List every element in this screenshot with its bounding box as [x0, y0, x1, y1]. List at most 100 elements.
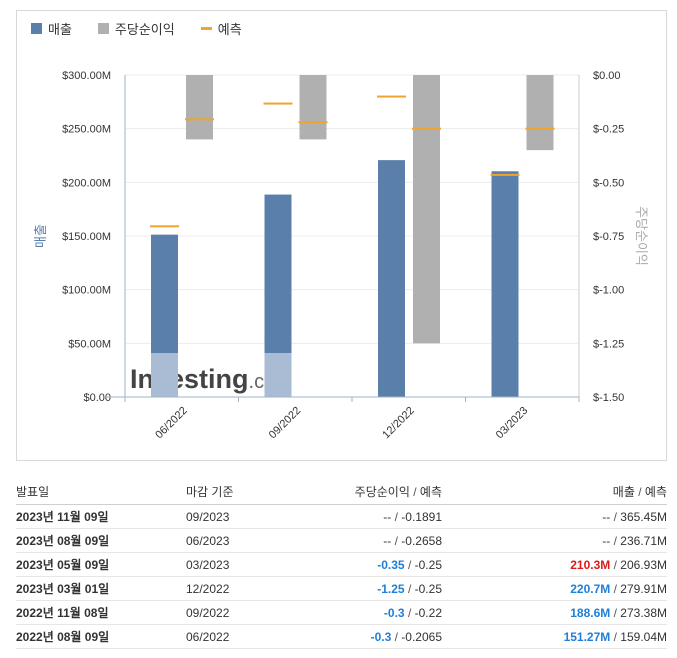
header-eps[interactable]: 주당순이익 / 예측	[306, 478, 442, 505]
left-tick-label: $0.00	[83, 392, 111, 404]
revenue-bar	[378, 160, 405, 397]
header-eps-label: 주당순이익	[354, 484, 410, 499]
revenue-forecast: 159.04M	[620, 629, 667, 644]
revenue-forecast: 236.71M	[620, 533, 667, 548]
revenue-actual: 151.27M	[563, 629, 611, 644]
eps-forecast: -0.2065	[401, 629, 442, 644]
eps-sep: /	[407, 581, 412, 596]
eps-forecast: -0.25	[414, 581, 442, 596]
cell-eps: -0.3 / -0.2065	[306, 624, 442, 649]
revenue-forecast-marker	[377, 95, 406, 98]
revenue-sep: /	[613, 629, 617, 644]
earnings-table: 발표일 마감 기준 주당순이익 / 예측 매출 / 예측 2023년 11월 0…	[16, 478, 667, 649]
header-period[interactable]: 마감 기준	[186, 478, 306, 505]
eps-forecast-marker	[412, 127, 441, 130]
cell-eps: -0.3 / -0.22	[306, 600, 442, 625]
revenue-sep: /	[613, 509, 617, 524]
eps-actual: -0.35	[377, 557, 405, 572]
legend-item-revenue[interactable]: 매출	[31, 19, 72, 38]
left-tick-label: $250.00M	[62, 124, 111, 136]
eps-sep: /	[394, 629, 398, 644]
header-date[interactable]: 발표일	[16, 478, 186, 505]
legend-swatch-eps	[97, 23, 109, 34]
revenue-bar-watermark-overlay	[264, 353, 292, 397]
revenue-forecast: 279.91M	[620, 581, 667, 596]
left-tick-label: $150.00M	[62, 231, 111, 243]
chart-legend: 매출 주당순이익 예측	[31, 19, 242, 38]
x-category-label: 09/2022	[267, 405, 304, 442]
eps-sep: /	[407, 605, 412, 620]
right-tick-label: $-0.25	[593, 124, 624, 136]
revenue-forecast: 365.45M	[620, 509, 667, 524]
cell-date: 2022년 11월 08일	[16, 600, 186, 625]
legend-swatch-forecast	[200, 27, 212, 30]
header-eps-forecast: 예측	[419, 484, 442, 499]
table-row: 2023년 05월 09일 03/2023 -0.35 / -0.25 210.…	[16, 552, 667, 577]
header-revenue-label: 매출	[612, 484, 635, 499]
cell-eps: -- / -0.2658	[306, 528, 442, 553]
left-axis-title: 매출	[33, 224, 48, 248]
cell-revenue: 188.6M / 273.38M	[442, 600, 667, 625]
watermark-brand: Investing	[130, 364, 249, 394]
cell-period: 06/2022	[186, 624, 306, 649]
legend-swatch-revenue	[31, 23, 42, 34]
right-tick-label: $-0.75	[593, 231, 624, 243]
revenue-forecast-marker	[150, 225, 179, 228]
earnings-chart: Investing.com $0.00$0.00$50.00M$-0.25$10…	[33, 70, 649, 442]
cell-revenue: 210.3M / 206.93M	[442, 552, 667, 577]
revenue-sep: /	[613, 533, 617, 548]
table-row: 2023년 11월 09일 09/2023 -- / -0.1891 -- / …	[16, 504, 667, 529]
eps-actual: -0.3	[383, 605, 405, 620]
left-tick-label: $50.00M	[68, 338, 111, 350]
cell-revenue: -- / 365.45M	[442, 504, 667, 529]
revenue-forecast-marker	[490, 173, 520, 176]
cell-revenue: 151.27M / 159.04M	[442, 624, 667, 649]
header-revenue-forecast: 예측	[644, 484, 667, 499]
eps-forecast-marker	[298, 121, 328, 124]
revenue-sep: /	[613, 605, 617, 620]
left-tick-label: $300.00M	[62, 70, 111, 82]
right-tick-label: $0.00	[593, 70, 621, 82]
revenue-actual: --	[602, 509, 611, 524]
table-row: 2023년 08월 09일 06/2023 -- / -0.2658 -- / …	[16, 528, 667, 553]
eps-sep: /	[394, 509, 398, 524]
legend-label-revenue: 매출	[48, 22, 72, 37]
table-row: 2023년 03월 01일 12/2022 -1.25 / -0.25 220.…	[16, 576, 667, 601]
revenue-forecast-marker	[263, 102, 293, 105]
cell-eps: -- / -0.1891	[306, 504, 442, 529]
cell-period: 09/2022	[186, 600, 306, 625]
right-axis-title: 주당순이익	[634, 206, 649, 266]
cell-period: 03/2023	[186, 552, 306, 577]
header-revenue[interactable]: 매출 / 예측	[442, 478, 667, 505]
revenue-forecast: 273.38M	[620, 605, 667, 620]
left-tick-label: $200.00M	[62, 177, 111, 189]
cell-period: 09/2023	[186, 504, 306, 529]
revenue-bar	[491, 171, 519, 397]
cell-eps: -1.25 / -0.25	[306, 576, 442, 601]
eps-forecast: -0.2658	[401, 533, 442, 548]
chart-panel: 매출 주당순이익 예측 Investing.com $0.00$0.00$50.…	[16, 10, 667, 461]
eps-bar	[186, 75, 213, 140]
legend-item-eps[interactable]: 주당순이익	[97, 19, 175, 38]
cell-period: 12/2022	[186, 576, 306, 601]
eps-actual: --	[383, 509, 392, 524]
eps-actual: --	[383, 533, 392, 548]
left-tick-label: $100.00M	[62, 285, 111, 297]
x-category-label: 12/2022	[380, 405, 417, 442]
right-tick-label: $-0.50	[593, 177, 624, 189]
eps-bar	[299, 75, 327, 140]
eps-forecast: -0.25	[414, 557, 442, 572]
x-category-label: 03/2023	[494, 405, 531, 442]
legend-label-eps: 주당순이익	[114, 22, 175, 37]
cell-period: 06/2023	[186, 528, 306, 553]
cell-date: 2023년 05월 09일	[16, 552, 186, 577]
cell-date: 2022년 08월 09일	[16, 624, 186, 649]
right-tick-label: $-1.00	[593, 285, 624, 297]
revenue-sep: /	[613, 557, 617, 572]
eps-actual: -0.3	[370, 629, 392, 644]
eps-forecast-marker	[185, 118, 214, 121]
header-revenue-sep: /	[638, 484, 642, 499]
cell-date: 2023년 08월 09일	[16, 528, 186, 553]
eps-sep: /	[407, 557, 412, 572]
legend-item-forecast[interactable]: 예측	[200, 19, 242, 38]
